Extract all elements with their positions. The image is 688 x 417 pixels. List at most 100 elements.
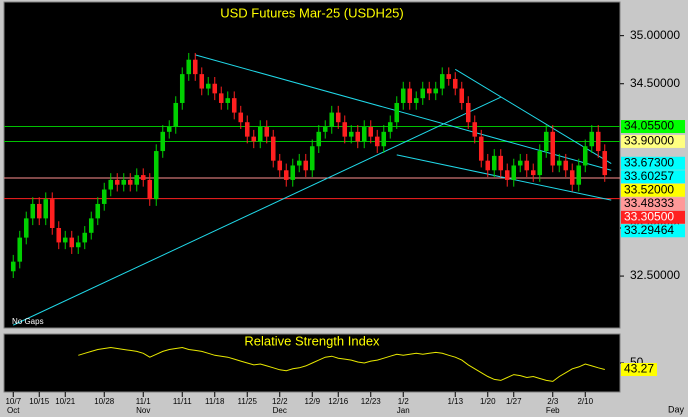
candle-body (114, 179, 120, 185)
candle-body (121, 179, 127, 185)
rsi-title: Relative Strength Index (244, 333, 380, 348)
price-marker-label: 33.52000 (624, 182, 674, 196)
candle-body (355, 131, 361, 142)
candle-body (160, 131, 166, 152)
candle-body (147, 179, 153, 200)
candle-body (576, 165, 582, 185)
candle-body (543, 131, 549, 152)
candle-body (413, 98, 419, 103)
labels: USD Futures Mar-25 (USDH25) No Gaps Rela… (5, 5, 685, 415)
candle-body (296, 160, 302, 166)
price-marker-label: 34.05500 (624, 119, 674, 133)
candle-body (205, 83, 211, 89)
price-marker-box (621, 120, 685, 134)
x-tick-label: 2/10 (577, 397, 593, 406)
price-marker-label: 33.48333 (624, 196, 674, 210)
candle-body (394, 102, 400, 123)
candle-body (257, 127, 263, 142)
last-value-label: 43.27 (624, 362, 654, 376)
candle-body (82, 232, 88, 243)
candle-body (95, 203, 101, 219)
chart-title: USD Futures Mar-25 (USDH25) (220, 5, 404, 20)
x-tick-label: 11/1 (136, 397, 152, 406)
x-tick-label: 2/3 (547, 397, 559, 406)
candle-body (10, 261, 16, 272)
candle-body (186, 59, 192, 75)
candle-body (348, 131, 354, 137)
x-tick-label: 12/16 (328, 397, 349, 406)
candle-body (602, 151, 608, 176)
candle-body (465, 102, 471, 123)
candle-body (303, 160, 309, 171)
candle-body (251, 136, 257, 142)
candle-body (69, 237, 75, 248)
candle-body (56, 227, 62, 243)
x-tick-label: 12/23 (361, 397, 382, 406)
candle-body (322, 127, 328, 132)
candle-body (420, 88, 426, 99)
x-tick-label: 10/15 (29, 397, 50, 406)
candle-body (485, 160, 491, 171)
candle-body (101, 189, 107, 204)
price-marker-box (621, 210, 685, 224)
y-tick-label: 32.50000 (630, 268, 680, 282)
y-tick-label: 34.50000 (630, 76, 680, 90)
candle-body (199, 74, 205, 89)
candle-body (556, 160, 562, 166)
candle-body (309, 146, 315, 171)
price-marker-box (621, 183, 685, 197)
candle-body (225, 98, 231, 103)
candle-body (192, 59, 198, 75)
month-label: Dec (273, 406, 287, 415)
x-tick-label: 11/25 (238, 397, 258, 406)
candle-body (582, 146, 588, 166)
candle-body (212, 83, 218, 94)
candle-body (459, 88, 465, 103)
candle-body (400, 88, 406, 103)
candle-body (30, 203, 36, 219)
candle-body (218, 93, 224, 103)
candle-body (589, 131, 595, 147)
price-marker-box (621, 170, 685, 184)
month-label: Oct (7, 406, 20, 415)
x-tick-label: 11/18 (205, 397, 225, 406)
trendline (396, 154, 612, 201)
candle-body (446, 74, 452, 79)
x-tick-label: 1/27 (506, 397, 522, 406)
price-plot (4, 52, 620, 326)
last-value-box (621, 363, 657, 377)
candle-body (108, 179, 114, 190)
x-tick-label: 10/7 (5, 397, 21, 406)
price-marker-label: 33.90000 (624, 134, 674, 148)
candle-body (368, 127, 374, 137)
rsi-plot (78, 346, 605, 382)
price-marker-box (621, 224, 685, 238)
price-marker-label: 33.60257 (624, 169, 674, 183)
candle-body (283, 170, 289, 180)
candle-body (238, 112, 244, 123)
candle-body (335, 112, 341, 123)
candle-body (563, 160, 569, 171)
candle-body (550, 131, 556, 166)
candle-body (374, 136, 380, 147)
candle-body (439, 74, 445, 89)
month-label: Nov (136, 406, 150, 415)
x-tick-label: 1/2 (398, 397, 410, 406)
candle-body (134, 175, 140, 185)
candle-body (62, 237, 68, 243)
x-tick-label: 1/13 (447, 397, 463, 406)
candle-body (472, 122, 478, 137)
candle-body (537, 151, 543, 176)
candle-body (381, 131, 387, 147)
candle-body (387, 122, 393, 132)
candle-body (511, 165, 517, 180)
candle-body (433, 88, 439, 94)
price-marker-box (621, 134, 685, 148)
price-marker-label: 33.67300 (624, 155, 674, 169)
candle-body (426, 88, 432, 94)
candle-body (361, 127, 367, 142)
candle-body (127, 179, 133, 185)
candle-body (88, 218, 94, 233)
